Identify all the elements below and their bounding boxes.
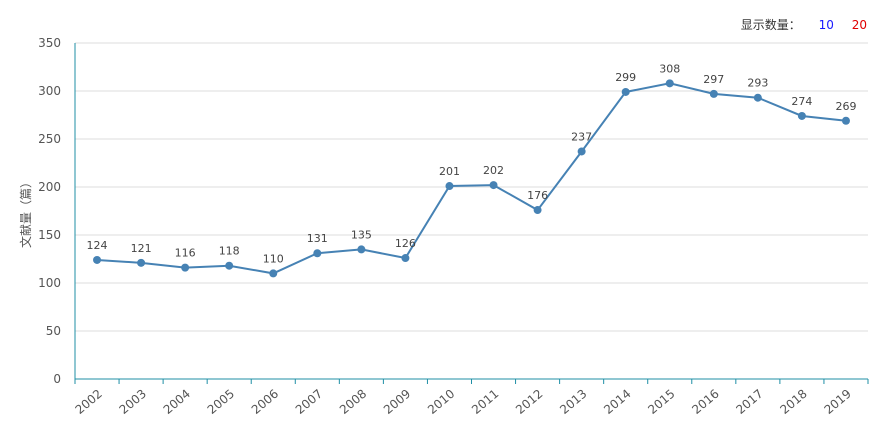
y-tick-label: 150 xyxy=(38,228,61,242)
data-label: 131 xyxy=(307,232,328,245)
data-label: 121 xyxy=(131,242,152,255)
x-tick-label: 2019 xyxy=(822,387,854,417)
display-count-label: 显示数量： xyxy=(740,18,801,32)
x-tick-label: 2015 xyxy=(645,387,677,417)
data-point[interactable] xyxy=(401,254,410,263)
x-tick-label: 2005 xyxy=(205,387,237,417)
x-tick-labels: 2002 2003 2004 2005 2006 2007 2008 2009 2010 2011… xyxy=(73,387,854,417)
data-point[interactable] xyxy=(841,116,850,125)
data-point[interactable] xyxy=(621,87,630,96)
data-label: 201 xyxy=(439,165,460,178)
x-tick-label: 2004 xyxy=(161,387,193,417)
series-polyline xyxy=(96,82,847,275)
x-tick-label: 2011 xyxy=(469,387,501,417)
data-point[interactable] xyxy=(753,93,762,102)
data-label: 269 xyxy=(835,100,856,113)
y-tick-label: 0 xyxy=(53,372,61,386)
display-count-control: 显示数量： 10 20 xyxy=(741,16,867,33)
y-tick-label: 250 xyxy=(38,132,61,146)
x-tick-label: 2013 xyxy=(557,387,589,417)
data-label: 299 xyxy=(615,71,636,84)
data-point[interactable] xyxy=(577,147,586,156)
y-tick-labels: 0 50 100 150 200 250 300 350 xyxy=(38,36,61,386)
grid-lines xyxy=(75,42,868,332)
data-point[interactable] xyxy=(137,258,146,267)
data-label: 124 xyxy=(87,239,108,252)
data-label: 176 xyxy=(527,189,548,202)
y-tick-label: 100 xyxy=(38,276,61,290)
data-points xyxy=(93,79,850,278)
x-tick-label: 2010 xyxy=(425,387,457,417)
x-tick-label: 2006 xyxy=(249,387,281,417)
data-point[interactable] xyxy=(445,182,454,191)
data-point[interactable] xyxy=(797,111,806,120)
series-line xyxy=(96,82,847,275)
data-point[interactable] xyxy=(93,255,102,264)
data-label: 110 xyxy=(263,252,284,265)
axes xyxy=(74,43,869,384)
x-tick-label: 2003 xyxy=(117,387,149,417)
x-tick-label: 2008 xyxy=(337,387,369,417)
data-point[interactable] xyxy=(181,263,190,272)
data-label: 274 xyxy=(791,95,812,108)
x-tick-label: 2012 xyxy=(513,387,545,417)
data-point[interactable] xyxy=(533,206,542,215)
data-label: 293 xyxy=(747,77,768,90)
data-label: 202 xyxy=(483,164,504,177)
y-tick-label: 200 xyxy=(38,180,61,194)
data-label: 237 xyxy=(571,130,592,143)
x-tick-label: 2009 xyxy=(381,387,413,417)
y-axis-label: 文献量（篇） xyxy=(18,176,33,248)
x-tick-label: 2017 xyxy=(733,387,765,417)
display-count-option-20[interactable]: 20 xyxy=(851,18,867,32)
y-tick-label: 350 xyxy=(38,36,61,50)
data-label: 308 xyxy=(659,62,680,75)
data-point[interactable] xyxy=(313,249,322,258)
y-tick-label: 50 xyxy=(46,324,61,338)
x-tick-label: 2002 xyxy=(73,387,105,417)
data-label: 118 xyxy=(219,245,240,258)
data-label: 126 xyxy=(395,237,416,250)
data-label: 135 xyxy=(351,228,372,241)
y-tick-label: 300 xyxy=(38,84,61,98)
data-point[interactable] xyxy=(357,245,366,254)
data-point[interactable] xyxy=(489,181,498,190)
data-label: 297 xyxy=(703,73,724,86)
data-point[interactable] xyxy=(665,79,674,88)
x-tick-label: 2016 xyxy=(689,387,721,417)
x-tick-label: 2014 xyxy=(601,387,633,417)
data-point[interactable] xyxy=(225,261,234,270)
data-label: 116 xyxy=(175,247,196,260)
data-labels: 124 121 116 118 110 131 135 126 201 202 176 237 299 3… xyxy=(87,62,857,265)
data-point[interactable] xyxy=(709,89,718,98)
x-tick-label: 2007 xyxy=(293,387,325,417)
x-tick-label: 2018 xyxy=(777,387,809,417)
data-point[interactable] xyxy=(269,269,278,278)
display-count-option-10[interactable]: 10 xyxy=(818,18,834,32)
